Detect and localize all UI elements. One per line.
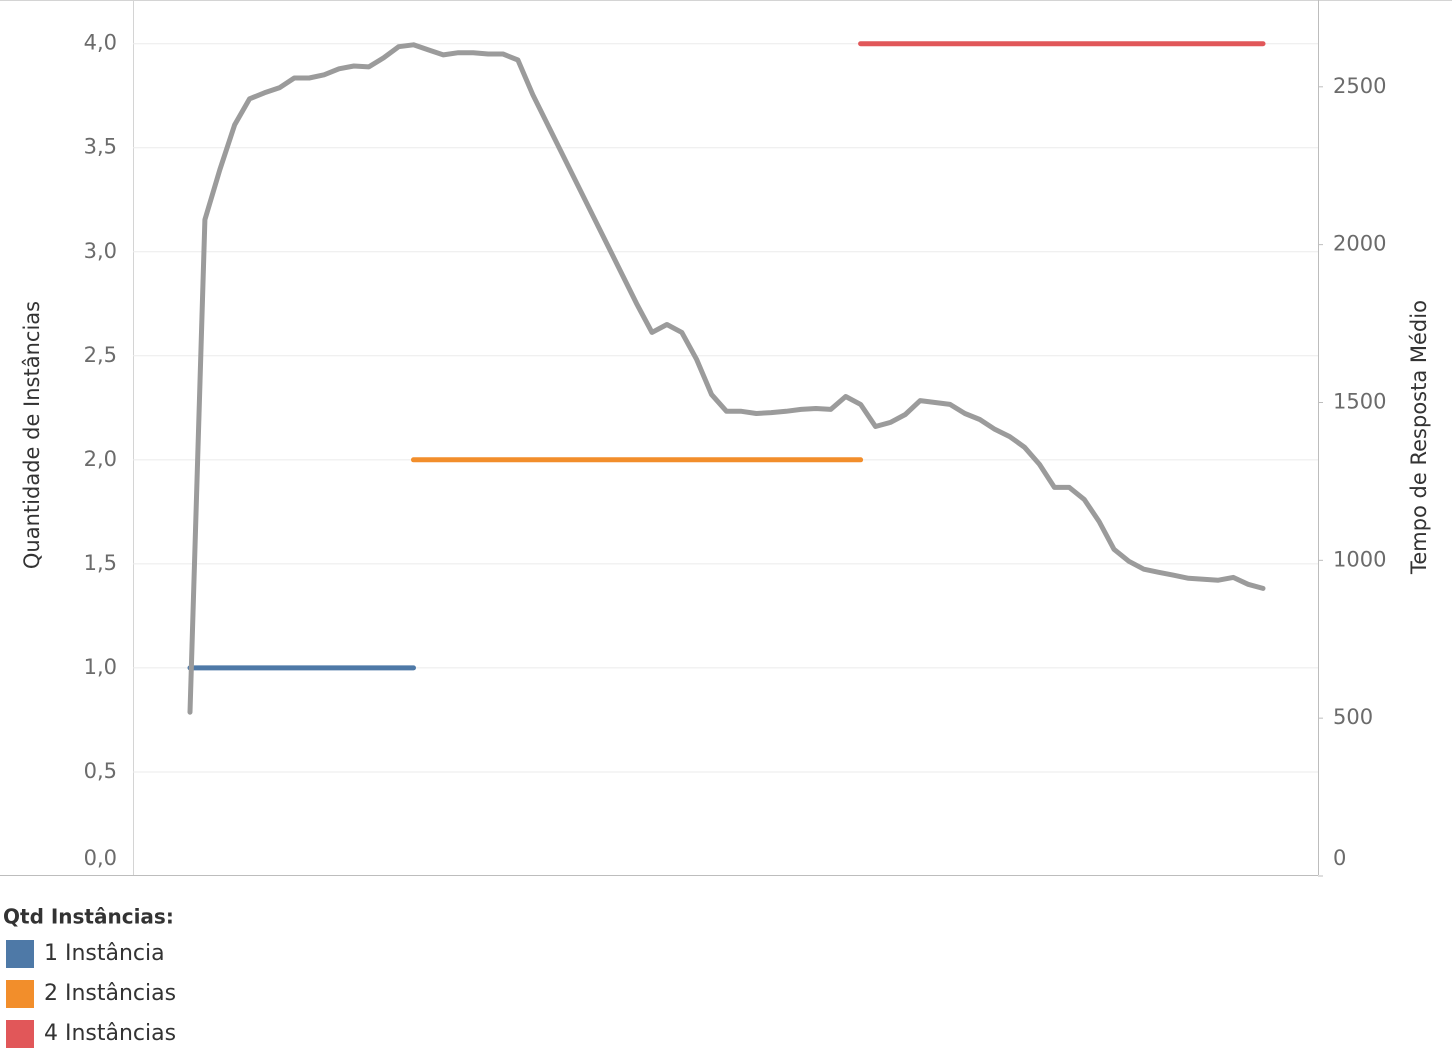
response-time-line [187, 42, 1266, 715]
y-tick-label: 1,5 [84, 551, 117, 575]
y2-tick-label: 500 [1333, 705, 1373, 729]
y2-tick-label: 2000 [1333, 232, 1386, 256]
legend-swatch [6, 980, 34, 1008]
legend-label: 1 Instância [44, 941, 165, 966]
y-tick-label: 2,5 [84, 343, 117, 367]
y-tick-label: 2,0 [84, 447, 117, 471]
y-tick-label: 3,5 [84, 135, 117, 159]
legend-label: 4 Instâncias [44, 1021, 176, 1046]
y-tick-label: 1,0 [84, 655, 117, 679]
y2-tick-label: 2500 [1333, 74, 1386, 98]
y2-tick-label: 0 [1333, 846, 1346, 870]
y-tick-label: 4,0 [84, 31, 117, 55]
y-tick-label: 0,0 [84, 846, 117, 870]
legend-swatch [6, 940, 34, 968]
y2-axis-title: Tempo de Resposta Médio [1407, 300, 1431, 575]
legend-swatch [6, 1020, 34, 1048]
y2-tick-label: 1500 [1333, 389, 1386, 413]
y-axis-title: Quantidade de Instâncias [20, 301, 44, 569]
legend-label: 2 Instâncias [44, 981, 176, 1006]
legend-title: Qtd Instâncias: [3, 905, 174, 929]
y2-tick-label: 1000 [1333, 547, 1386, 571]
y-tick-label: 3,0 [84, 239, 117, 263]
y-tick-label: 0,5 [84, 759, 117, 783]
